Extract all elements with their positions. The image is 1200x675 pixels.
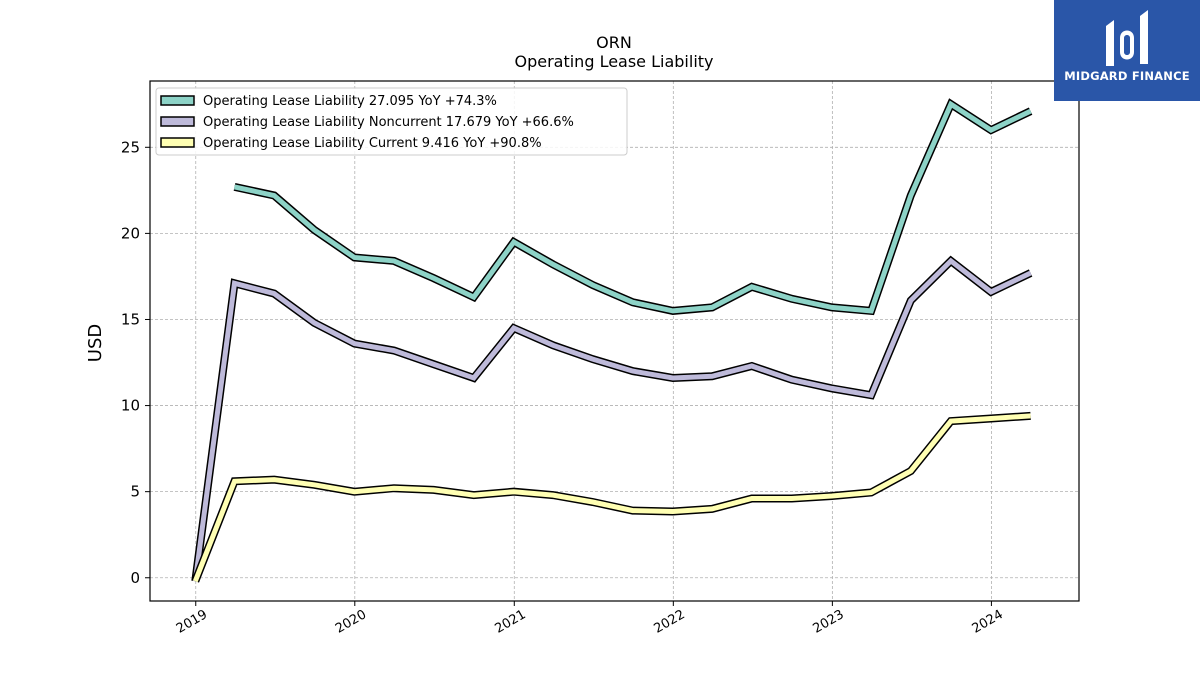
legend-entry: Operating Lease Liability 27.095 YoY +74… <box>203 94 497 109</box>
x-tick-label: 2024 <box>970 607 1006 637</box>
y-tick-label: 5 <box>130 483 140 501</box>
series-outline <box>191 411 1031 583</box>
series-lines <box>191 98 1033 583</box>
series-line-2 <box>191 255 1033 582</box>
legend: Operating Lease Liability 27.095 YoY +74… <box>155 87 628 156</box>
x-tick-label: 2023 <box>811 607 847 637</box>
legend-swatch <box>160 95 195 106</box>
chart-subtitle: Operating Lease Liability <box>514 52 713 71</box>
x-tick-label: 2020 <box>333 607 369 637</box>
x-tick-label: 2022 <box>651 607 687 637</box>
x-tick-label: 2019 <box>174 607 210 637</box>
x-tick-label: 2021 <box>492 607 528 637</box>
series-stroke <box>192 257 1032 582</box>
midgard-logo-icon <box>1106 10 1148 66</box>
series-stroke <box>192 413 1031 583</box>
logo-text: MIDGARD FINANCE <box>1064 69 1190 83</box>
chart-title: ORN <box>596 33 632 52</box>
y-tick-label: 0 <box>130 569 140 587</box>
y-tick-label: 25 <box>121 138 140 156</box>
y-axis-label: USD <box>85 324 106 362</box>
legend-entry: Operating Lease Liability Noncurrent 17.… <box>203 115 574 130</box>
plot-frame <box>149 80 1080 602</box>
series-line-3 <box>191 411 1031 583</box>
legend-swatch <box>160 137 195 148</box>
y-tick-label: 20 <box>121 224 140 242</box>
legend-entry: Operating Lease Liability Current 9.416 … <box>203 136 542 151</box>
series-stroke <box>233 100 1032 314</box>
legend-swatch <box>160 116 195 127</box>
y-tick-label: 15 <box>121 310 140 328</box>
legend-box <box>155 87 628 156</box>
series-line-1 <box>233 98 1033 316</box>
brand-logo: MIDGARD FINANCE <box>1054 0 1200 101</box>
y-tick-label: 10 <box>121 397 140 415</box>
grid-lines <box>150 81 1079 601</box>
